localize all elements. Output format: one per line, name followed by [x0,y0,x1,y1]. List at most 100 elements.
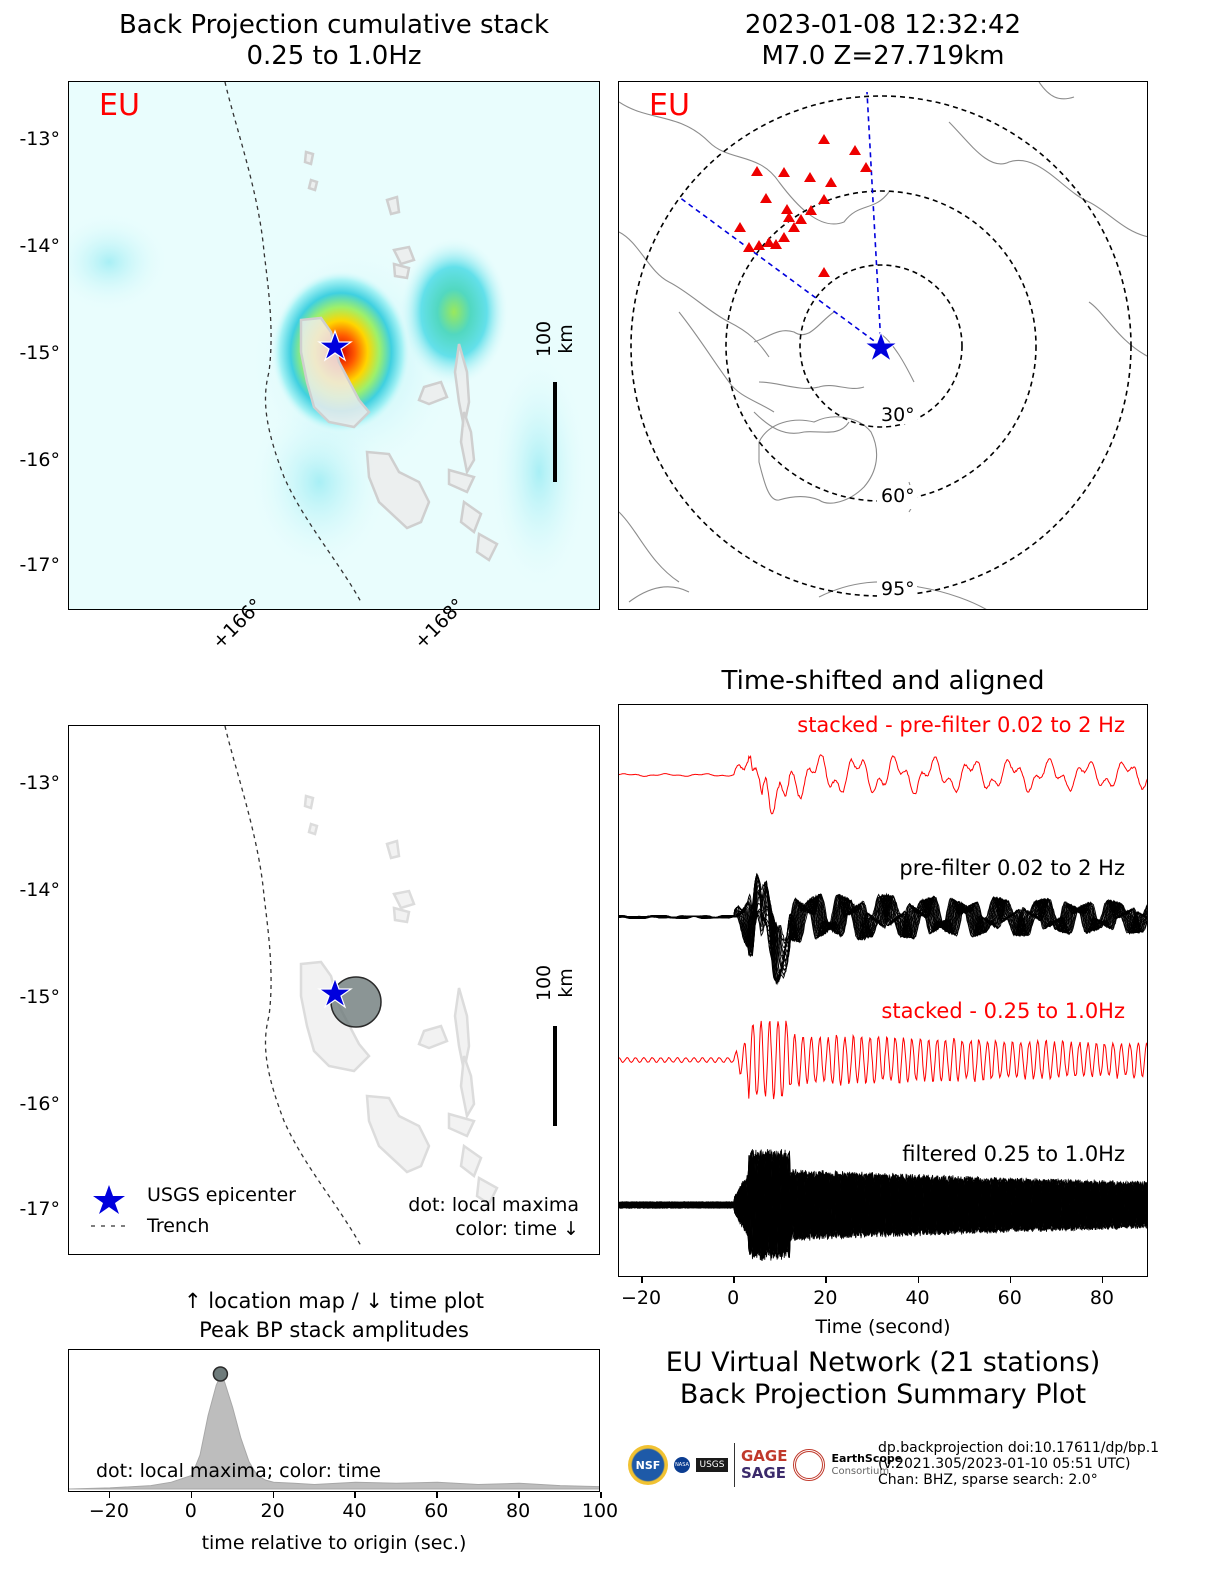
station-marker [760,193,772,203]
sage-label: SAGE [741,1464,786,1482]
station-marker [763,237,775,247]
bp-secondary-hotspot [399,237,509,387]
island-banks2 [385,195,401,216]
legend-trench-label: Trench [147,1215,210,1237]
bp-map-svg [69,82,599,609]
peak-annotation: dot: local maxima; color: time [96,1460,381,1482]
station-marker [770,239,782,249]
station-marker [783,212,795,222]
peak-x-tick: 80 [506,1500,531,1522]
traces-x-tick-mark [825,1277,827,1283]
island-torres2 [307,822,319,836]
bp-map-title-line1: Back Projection cumulative stack [118,10,550,40]
peak-plot: dot: local maxima; color: time [68,1349,600,1492]
summary-line2: Back Projection Summary Plot [679,1379,1087,1410]
traces-x-tick-mark [641,1277,643,1283]
ring-label-30: 30° [881,404,915,426]
island-banks3 [392,262,411,280]
peak-x-tick-mark [190,1492,193,1498]
station-network-label: EU [649,88,690,123]
earthscope-label: EarthScope [831,1452,903,1465]
location-lat-tick: -13° [19,772,60,794]
bp-map-title: Back Projection cumulative stack 0.25 to… [68,10,600,72]
peak-plot-title-line1: ↑ location map / ↓ time plot [184,1289,484,1313]
bp-map-title-line2: 0.25 to 1.0Hz [246,41,422,71]
trace-label-stacked-bp: stacked - 0.25 to 1.0Hz [881,999,1125,1023]
station-marker [743,242,755,252]
location-lat-tick: -14° [19,879,60,901]
island-torres [303,150,315,166]
island-epi [447,1112,476,1138]
bp-lat-tick: -17° [19,554,60,576]
island-banks [392,889,416,910]
trace-stacked-prefilter [619,754,1147,815]
traces-x-tick-mark [917,1277,920,1283]
bp-lat-tick: -15° [19,342,60,364]
island-malakula [365,1094,431,1174]
logos: NSF NASA USGS GAGE SAGE EarthScope Conso… [628,1440,902,1490]
ring-label-bg [877,577,917,601]
peak-x-tick: 20 [260,1500,285,1522]
ring-label-60: 60° [881,485,915,507]
summary-title: EU Virtual Network (21 stations) Back Pr… [618,1347,1148,1411]
ring-95 [630,95,1132,597]
station-marker [825,177,837,187]
location-note-line2: color: time ↓ [455,1218,579,1240]
location-scale-label: 100 km [533,964,577,1002]
gage-sage-logo: GAGE SAGE [741,1448,787,1482]
ring-30 [799,264,963,428]
location-epicenter-star [317,976,353,1009]
trace-label-pre: pre-filter 0.02 to 2 Hz [899,856,1125,880]
station-map-plot: EU 30° 60° 95° [618,81,1148,610]
island-pentecost [453,987,471,1072]
coastline [753,411,850,434]
consortium-label: Consortium [831,1466,890,1477]
coastline [1088,301,1147,357]
nsf-logo: NSF [628,1445,668,1485]
bp-lat-tick: -14° [19,235,60,257]
station-marker [778,232,790,242]
peak-x-tick-mark [108,1492,111,1498]
traces-svg [619,754,1147,1262]
station-marker [818,267,830,277]
island-ambrym [459,411,476,476]
location-lat-tick: -15° [19,986,60,1008]
traces-xlabel: Time (second) [815,1316,951,1338]
coastline [678,311,775,413]
station-marker [788,222,800,232]
coastline [880,333,915,383]
peak-x-tick: −20 [88,1500,129,1522]
station-marker [805,205,817,215]
nasa-logo: NASA [674,1457,690,1473]
location-map-plot: 100 km USGS epicenter Trench dot: local … [68,725,600,1255]
traces-x-tick: 40 [905,1287,930,1309]
location-lat-tick: -16° [19,1093,60,1115]
traces-x-tick: 20 [813,1287,838,1309]
trace-label-filtered: filtered 0.25 to 1.0Hz [902,1142,1125,1166]
bp-haze [69,212,169,312]
bp-scale-label: 100 km [533,320,577,358]
coastline-antarctica [818,581,987,609]
azimuth-line [678,196,882,347]
traces-x-tick-mark [1101,1277,1104,1283]
peak-x-tick-mark [354,1492,356,1498]
peak-plot-svg [69,1366,599,1490]
trace-label-stacked-pre: stacked - pre-filter 0.02 to 2 Hz [797,713,1125,737]
gage-label: GAGE [741,1447,788,1465]
bp-lat-tick: -16° [19,449,60,471]
trace-filtered [619,1152,1147,1260]
trace-filtered [619,1150,1147,1260]
island-maewo [417,380,449,406]
coastline [619,101,890,225]
azimuth-line [866,91,882,347]
location-map-svg [91,726,557,1247]
island-ambrym [459,1055,476,1120]
traces-x-tick-mark [1009,1277,1012,1283]
station-marker [753,240,765,250]
island-espiritu-santo [299,316,371,429]
island-banks3 [392,906,411,924]
station-marker [778,167,790,177]
coastline [753,311,835,343]
station-marker [818,134,830,144]
traces-title: Time-shifted and aligned [721,666,1045,696]
